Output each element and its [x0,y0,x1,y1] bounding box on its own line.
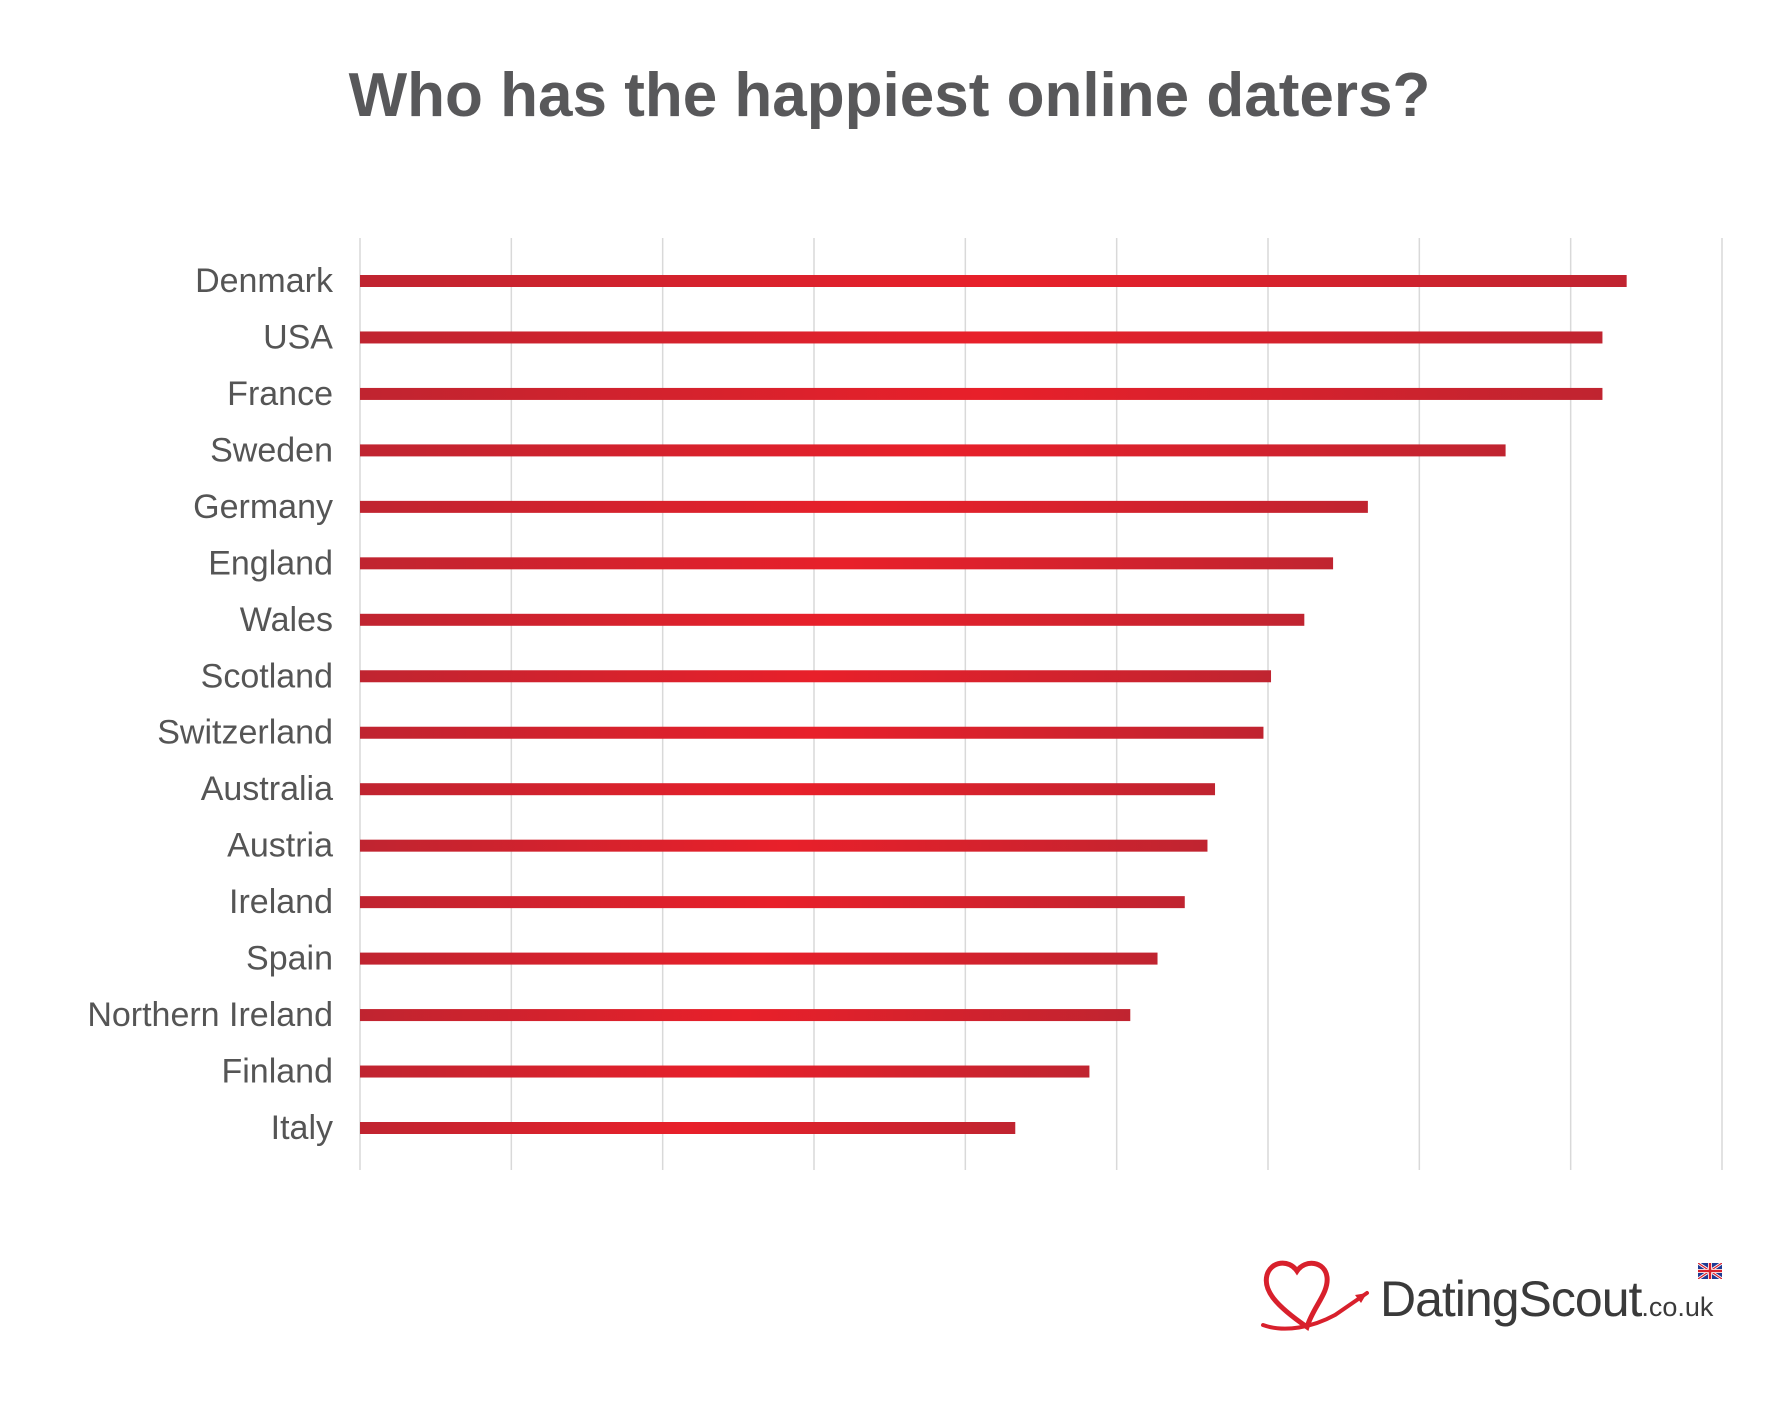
bar [360,1122,1016,1134]
category-label: Switzerland [157,714,333,752]
bar [360,387,1603,400]
category-label: Italy [271,1109,333,1147]
chart-title: Who has the happiest online daters? [348,61,1431,130]
bar [360,331,1603,344]
category-label: Spain [246,940,333,978]
category-label: Ireland [229,883,333,921]
logo-brand: DatingScout [1380,1271,1642,1327]
bar [360,839,1208,852]
uk-flag-icon [1698,1263,1722,1279]
bar [360,896,1185,909]
brand-logo: DatingScout.co.uk [1255,1255,1725,1335]
bar [360,557,1334,570]
bar [360,275,1627,287]
bar [360,613,1305,626]
logo-tld: .co.uk [1641,1292,1714,1322]
bar [360,670,1272,683]
category-label: France [227,375,333,413]
grid-lines [359,238,1723,1170]
category-label: Germany [193,488,333,526]
category-label: Scotland [201,657,333,695]
category-label: Finland [221,1053,333,1091]
category-label: Northern Ireland [87,996,333,1034]
bar [360,1065,1090,1078]
bar [360,726,1264,739]
heart-arrow-icon [1261,1260,1369,1332]
bar [360,783,1216,796]
bar [360,952,1158,965]
category-label: Wales [240,601,333,639]
bars [360,275,1627,1134]
logo-wordmark: DatingScout.co.uk [1380,1270,1713,1328]
category-label: USA [263,318,333,356]
category-label: Sweden [210,431,333,469]
category-label: Austria [227,827,333,865]
category-labels: Denmark USA France Sweden Germany England Wale… [87,262,334,1147]
bar [360,444,1506,457]
bar [360,500,1368,513]
category-label: Australia [201,770,333,808]
category-label: Denmark [195,262,334,300]
category-label: England [208,544,333,582]
bar [360,1009,1131,1022]
